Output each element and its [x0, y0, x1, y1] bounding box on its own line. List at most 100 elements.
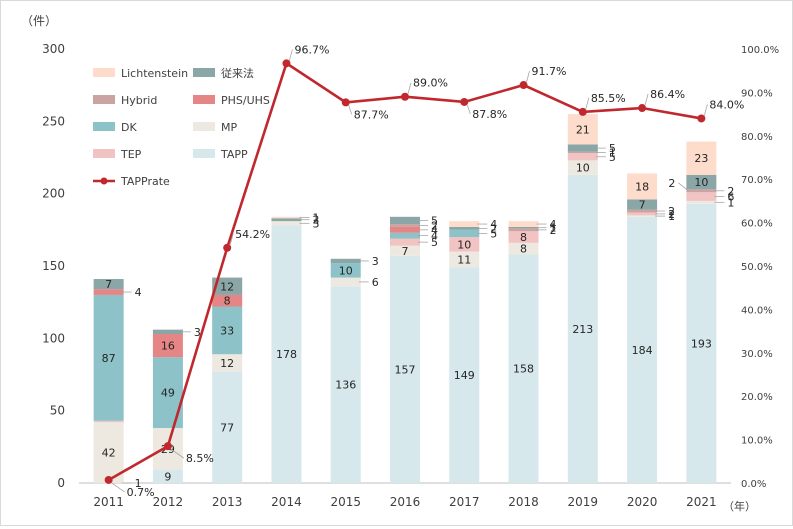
x-tick-label: 2021	[686, 495, 717, 509]
x-tick-label: 2015	[330, 495, 361, 509]
bar-segment	[93, 289, 124, 295]
data-label: 42	[102, 447, 116, 460]
data-label: 2	[431, 219, 438, 232]
y-unit-label: （件）	[21, 14, 57, 28]
y2-tick-label: 50.0%	[741, 262, 773, 273]
data-label: 1	[727, 196, 734, 209]
y-axis: 0 50 100 150 200 250 300	[42, 42, 65, 490]
bar-segment	[686, 174, 717, 190]
legend-label: Hybrid	[121, 94, 157, 107]
bar-segment	[390, 226, 420, 233]
data-label: 158	[513, 363, 534, 376]
data-label: 3	[194, 326, 201, 339]
legend-label: MP	[221, 121, 237, 134]
data-label-leader	[678, 182, 689, 192]
rate-label-leader	[703, 104, 708, 116]
data-label: 149	[454, 369, 475, 382]
rate-label: 86.4%	[650, 88, 685, 101]
legend-label: TEP	[120, 148, 142, 161]
data-label: 6	[372, 276, 379, 289]
rate-label: 85.5%	[591, 92, 626, 105]
bar-segment	[567, 144, 598, 152]
bar-segment	[271, 225, 302, 483]
data-label: 10	[457, 238, 471, 251]
data-label: 2	[668, 205, 675, 218]
bar-segment	[508, 254, 539, 483]
data-label: 178	[276, 348, 297, 361]
x-tick-label: 2014	[271, 495, 302, 509]
data-label: 12	[220, 357, 234, 370]
rate-label-leader	[289, 49, 293, 61]
data-label: 5	[431, 236, 438, 249]
legend-label: TAPP	[220, 148, 248, 161]
bar-segment	[330, 263, 361, 278]
rate-marker	[697, 114, 706, 123]
data-label: 1	[550, 222, 557, 235]
rate-marker	[638, 104, 647, 113]
x-axis: 2011 2012 2013 2014 2015 2016 2017 2018 2019 2020…	[79, 482, 731, 509]
rate-label: 96.7%	[294, 43, 329, 56]
y-tick-label: 0	[57, 476, 65, 490]
bar-segment	[152, 329, 183, 334]
y-tick-label: 150	[42, 259, 65, 273]
bar-segment	[390, 245, 420, 256]
rate-label-leader	[229, 233, 234, 245]
rate-line: 0.7%8.5%54.2%96.7%87.7%89.0%87.8%91.7%85…	[104, 43, 744, 499]
rate-marker	[223, 243, 232, 252]
data-label: 1	[668, 210, 675, 223]
data-label: 193	[691, 337, 712, 350]
y-tick-label: 50	[50, 404, 65, 418]
y-tick-label: 250	[42, 114, 65, 128]
data-label: 4	[550, 218, 557, 231]
rate-label: 89.0%	[413, 77, 448, 90]
bar-segment	[271, 218, 302, 222]
legend-swatch	[93, 95, 115, 104]
legend-swatch	[93, 122, 115, 131]
rate-marker	[104, 475, 113, 484]
bar-segment	[449, 251, 480, 268]
data-label: 10	[694, 176, 708, 189]
y2-tick-label: 100.0%	[741, 45, 779, 56]
legend-swatch	[193, 95, 215, 104]
rate-label: 0.7%	[127, 486, 155, 499]
legend-swatch	[193, 122, 215, 131]
data-label: 2	[312, 214, 319, 227]
data-label: 7	[105, 278, 112, 291]
data-label: 49	[161, 387, 175, 400]
data-label: 1	[609, 146, 616, 159]
data-label: 2	[490, 222, 497, 235]
rate-marker	[401, 92, 409, 101]
rate-label-leader	[407, 82, 412, 94]
y2-tick-label: 70.0%	[741, 175, 773, 186]
data-label: 12	[220, 280, 234, 293]
bar-segment	[271, 216, 302, 219]
bar-segment	[271, 221, 302, 226]
data-label: 3	[312, 217, 319, 230]
data-label: 2	[550, 224, 557, 237]
data-label: 18	[635, 180, 649, 193]
bar-segment	[567, 114, 598, 145]
data-label: 5	[609, 151, 616, 164]
data-label: 4	[490, 218, 497, 231]
legend-label: PHS/UHS	[221, 94, 270, 107]
bar-segment	[686, 141, 717, 175]
rate-label: 84.0%	[709, 98, 744, 111]
rate-label-leader	[644, 93, 649, 106]
legend-swatch	[93, 149, 115, 158]
data-label: 7	[639, 199, 646, 212]
bar-segment	[93, 294, 124, 421]
bar-segment	[508, 221, 539, 227]
data-label: 33	[220, 324, 234, 337]
data-label: 77	[220, 421, 234, 434]
rate-marker	[460, 97, 469, 106]
data-label: 6	[727, 191, 734, 204]
y2-tick-label: 40.0%	[741, 305, 773, 316]
bar-segment	[390, 255, 420, 483]
data-label: 2	[727, 185, 734, 198]
x-tick-label: 2016	[390, 495, 421, 509]
rate-label: 54.2%	[235, 228, 270, 241]
bar-segment	[212, 371, 243, 483]
data-label: 1	[135, 477, 142, 490]
y2-tick-label: 60.0%	[741, 219, 773, 230]
x-tick-label: 2013	[212, 495, 243, 509]
